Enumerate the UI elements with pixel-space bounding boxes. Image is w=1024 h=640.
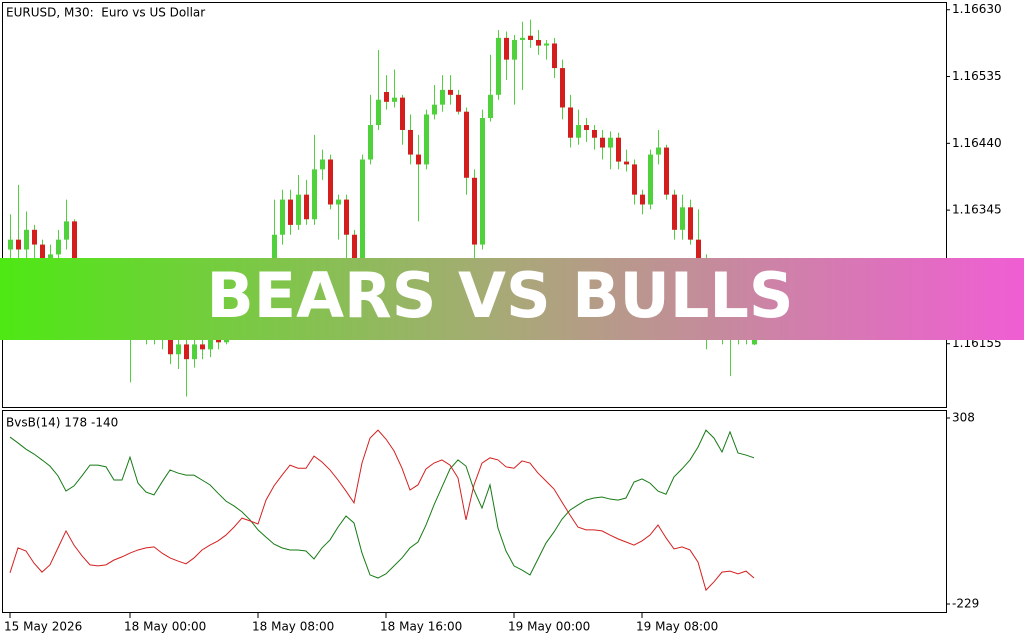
y-tick-label: 308 — [952, 411, 975, 425]
candle-body — [488, 94, 493, 119]
candle-body — [392, 97, 397, 102]
candle-body — [592, 129, 597, 138]
candle-body — [536, 39, 541, 46]
candle-body — [528, 35, 533, 40]
candle-body — [408, 129, 413, 155]
candle-body — [192, 344, 197, 360]
candle-body — [600, 137, 605, 148]
indicator-line — [9, 429, 755, 579]
candle-body — [512, 39, 517, 60]
candle-body — [184, 344, 189, 360]
candle-body — [200, 344, 205, 350]
candle-body — [384, 92, 389, 102]
candle-body — [464, 111, 469, 178]
candle-body — [280, 199, 285, 235]
candle-body — [560, 68, 565, 108]
candle-body — [424, 114, 429, 165]
y-tick-label: -229 — [952, 597, 979, 611]
candle-body — [480, 118, 485, 245]
candle-body — [544, 43, 549, 46]
x-tick-label: 18 May 00:00 — [124, 620, 206, 634]
candle-body — [216, 339, 221, 343]
candle-body — [168, 339, 173, 355]
y-tick-label: 1.16535 — [952, 69, 1002, 83]
candle-body — [360, 159, 365, 260]
candle-body — [352, 234, 357, 260]
candle-body — [312, 169, 317, 220]
x-tick-label: 18 May 08:00 — [252, 620, 334, 634]
candle-body — [416, 154, 421, 165]
candle-body — [8, 239, 13, 250]
candle-body — [24, 229, 29, 250]
candle-body — [696, 239, 701, 265]
banner — [0, 258, 1024, 340]
candle-body — [648, 154, 653, 205]
candle-body — [272, 234, 277, 270]
candle-body — [472, 177, 477, 245]
candle-body — [16, 239, 21, 250]
candle-body — [368, 125, 373, 160]
candle-body — [520, 37, 525, 40]
candle-body — [288, 199, 293, 225]
candle-body — [608, 137, 613, 148]
banner-text: BEARS VS BULLS — [206, 259, 793, 332]
candle-body — [496, 37, 501, 95]
indicator-line — [9, 429, 755, 592]
candle-body — [344, 199, 349, 235]
candle-body — [64, 221, 69, 240]
candle-body — [568, 107, 573, 138]
candle-body — [624, 161, 629, 165]
x-tick-label: 15 May 2026 — [4, 620, 82, 634]
candle-body — [320, 159, 325, 170]
price-chart-title: EURUSD, M30: Euro vs US Dollar — [6, 6, 205, 20]
y-tick-label: 1.16630 — [952, 2, 1002, 16]
candle-body — [208, 339, 213, 350]
candle-body — [440, 89, 445, 105]
candle-body — [448, 89, 453, 95]
candle-body — [752, 339, 757, 345]
candle-body — [432, 104, 437, 115]
candle-body — [640, 194, 645, 205]
candle-body — [176, 344, 181, 355]
candle-body — [672, 194, 677, 230]
candle-body — [664, 147, 669, 195]
candle-body — [336, 199, 341, 205]
x-tick-label: 19 May 08:00 — [636, 620, 718, 634]
candle-body — [656, 147, 661, 155]
candle-body — [304, 194, 309, 220]
y-tick-label: 1.16345 — [952, 203, 1002, 217]
x-tick-label: 19 May 00:00 — [508, 620, 590, 634]
candle-body — [400, 97, 405, 130]
candle-body — [504, 37, 509, 60]
candle-body — [456, 94, 461, 112]
candle-body — [40, 244, 45, 262]
candle-body — [296, 194, 301, 225]
indicator-pane — [2, 410, 947, 613]
candle-body — [632, 164, 637, 195]
candle-body — [584, 125, 589, 130]
indicator-title: BvsB(14) 178 -140 — [6, 416, 118, 430]
y-tick-label: 1.16440 — [952, 136, 1002, 150]
candle-body — [616, 137, 621, 162]
candle-body — [576, 125, 581, 138]
candle-body — [376, 99, 381, 126]
candle-body — [72, 221, 77, 270]
candle-body — [328, 159, 333, 205]
x-tick-label: 18 May 16:00 — [380, 620, 462, 634]
candle-body — [32, 229, 37, 245]
candle-body — [688, 207, 693, 240]
candle-body — [48, 254, 53, 262]
candle-body — [680, 207, 685, 230]
candle-body — [56, 239, 61, 255]
candle-body — [552, 43, 557, 69]
